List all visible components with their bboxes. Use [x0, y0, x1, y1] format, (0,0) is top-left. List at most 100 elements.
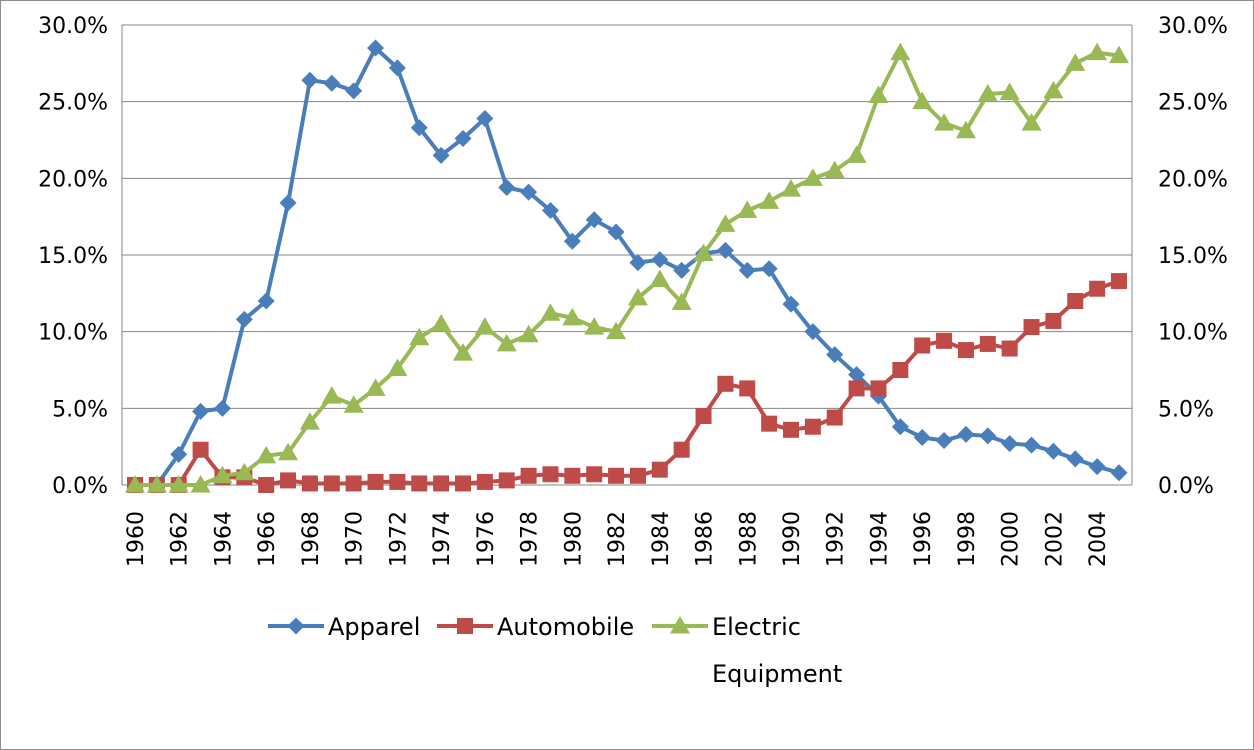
triangle-marker	[168, 475, 189, 493]
series-2	[125, 42, 1129, 493]
triangle-marker	[1087, 42, 1108, 61]
y-tick-label-right: 0.0%	[1158, 474, 1214, 499]
square-marker	[783, 421, 799, 438]
triangle-marker	[409, 327, 430, 346]
x-tick-label: 1980	[561, 511, 586, 567]
square-marker	[1067, 293, 1084, 309]
legend-label: Equipment	[712, 660, 842, 688]
square-marker	[936, 332, 953, 349]
triangle-marker	[759, 191, 780, 209]
square-marker	[476, 473, 493, 490]
y-tick-label-right: 25.0%	[1158, 91, 1228, 116]
square-marker	[1045, 312, 1062, 329]
diamond-marker	[279, 194, 297, 212]
triangle-marker	[256, 445, 277, 464]
y-tick-label-left: 20.0%	[38, 167, 108, 192]
square-marker	[739, 380, 756, 397]
x-tick-label: 1960	[124, 511, 149, 567]
x-tick-label: 1966	[255, 511, 280, 567]
series-line	[135, 279, 1120, 487]
square-marker	[608, 467, 625, 484]
legend-item-1: Automobile	[437, 613, 634, 641]
triangle-marker	[518, 324, 539, 343]
gridlines	[122, 24, 1132, 486]
square-marker	[1001, 340, 1018, 357]
diamond-marker	[213, 399, 231, 417]
x-tick-label: 1986	[693, 511, 718, 567]
diamond-marker	[848, 366, 866, 384]
x-tick-label: 1988	[736, 511, 761, 567]
diamond-marker	[913, 428, 931, 446]
x-tick-label: 1968	[299, 511, 324, 567]
diamond-marker	[782, 295, 800, 313]
diamond-marker	[498, 179, 516, 197]
y-tick-label-right: 15.0%	[1158, 244, 1228, 269]
x-tick-label: 1996	[911, 511, 936, 567]
square-marker	[761, 415, 778, 432]
triangle-marker	[934, 113, 955, 131]
legend-item-2: Electric	[652, 613, 801, 641]
triangle-marker	[868, 85, 889, 104]
triangle-marker	[977, 84, 998, 102]
series-0	[126, 39, 1128, 494]
legend-label: Automobile	[497, 613, 634, 641]
triangle-marker	[125, 475, 145, 493]
diamond-marker	[1044, 442, 1062, 460]
x-tick-label: 1994	[867, 511, 892, 567]
diamond-marker	[979, 427, 997, 445]
diamond-marker	[192, 402, 210, 420]
triangle-marker	[190, 475, 211, 493]
square-marker	[1023, 319, 1040, 336]
triangle-marker	[737, 200, 758, 219]
square-marker	[345, 475, 362, 492]
y-axis-left-ticks: 0.0% 5.0% 10.0% 15.0% 20.0% 25.0% 30.0%	[38, 14, 108, 499]
legend-item-0: Apparel	[268, 613, 420, 641]
x-tick-label: 2002	[1042, 511, 1067, 567]
x-tick-label: 1976	[474, 511, 499, 567]
triangle-marker	[890, 42, 911, 61]
triangle-marker	[343, 395, 364, 413]
square-marker	[192, 441, 209, 458]
square-marker	[389, 473, 406, 490]
diamond-marker	[1088, 458, 1106, 476]
square-marker	[870, 380, 887, 397]
x-tick-label: 2000	[999, 511, 1024, 567]
diamond-marker	[760, 260, 778, 278]
y-tick-label-left: 25.0%	[38, 91, 108, 116]
diamond-marker	[826, 346, 844, 364]
x-tick-label: 1962	[168, 511, 193, 567]
square-marker	[629, 467, 646, 484]
x-tick-label: 1964	[211, 511, 236, 567]
diamond-marker	[520, 183, 538, 201]
legend-label: Electric	[712, 613, 801, 641]
square-marker	[848, 380, 865, 397]
diamond-marker	[585, 211, 603, 229]
triangle-marker	[715, 214, 736, 232]
diamond-marker	[301, 71, 319, 89]
triangle-marker	[781, 179, 801, 197]
square-marker	[457, 618, 473, 634]
square-marker	[673, 441, 690, 458]
triangle-marker	[387, 358, 408, 376]
triangle-marker	[824, 160, 845, 179]
diamond-marker	[388, 59, 406, 77]
triangle-marker	[1065, 53, 1086, 71]
square-marker	[892, 362, 909, 378]
diamond-marker	[235, 310, 253, 328]
square-marker	[367, 473, 384, 490]
diamond-marker	[476, 110, 494, 128]
triangle-marker	[846, 145, 867, 163]
x-tick-label: 1978	[518, 511, 543, 567]
diamond-marker	[957, 425, 975, 443]
square-marker	[914, 337, 931, 354]
triangle-marker	[670, 616, 690, 634]
triangle-marker	[278, 442, 299, 461]
y-tick-label-right: 10.0%	[1158, 321, 1228, 346]
square-marker	[1111, 273, 1127, 290]
triangle-marker	[453, 343, 473, 361]
triangle-marker	[912, 91, 933, 110]
y-tick-label-right: 20.0%	[1158, 167, 1228, 192]
x-tick-label: 1992	[824, 511, 849, 567]
